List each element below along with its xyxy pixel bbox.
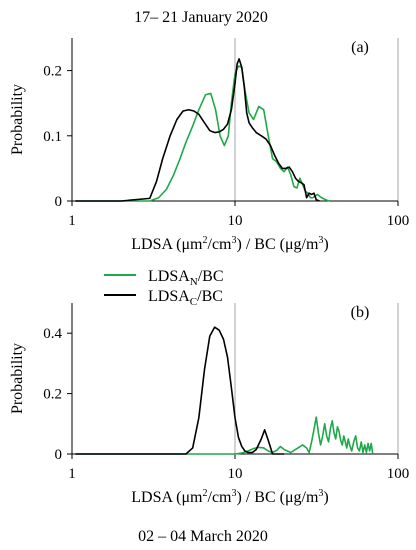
series-line-b-ldsa-n	[75, 416, 374, 455]
y-tick-label-a-2: 0.2	[43, 64, 62, 80]
y-tick-label-a-1: 0.1	[43, 129, 62, 145]
panel-a-chart: 0 0.1 0.2 1 10 100 Probability LDSA (μm2/cm3) /…	[9, 38, 409, 253]
x-axis-label-a: LDSA (μm2/cm3) / BC (μg/m3)	[131, 235, 329, 253]
x-tick-label-a-0: 1	[68, 213, 76, 229]
panel-b-chart: 0 0.2 0.4 1 10 100 Probability LDSA (μm2/cm3) /…	[9, 303, 409, 506]
y-tick-label-b-0: 0	[55, 447, 63, 463]
y-axis-label-b: Probability	[9, 343, 26, 414]
legend-label-ldsa-n: LDSAN/BC	[148, 268, 224, 288]
series-line-a-ldsa-c	[75, 58, 320, 202]
bottom-date-caption: 02 – 04 March 2020	[138, 528, 268, 545]
x-axis-label-b: LDSA (μm2/cm3) / BC (μg/m3)	[131, 488, 329, 506]
panel-label-a: (a)	[351, 39, 369, 56]
y-tick-label-a-0: 0	[55, 194, 63, 210]
series-line-b-ldsa-c	[75, 326, 285, 455]
x-tick-label-b-2: 100	[387, 466, 410, 482]
series-line-a-ldsa-n	[75, 65, 330, 202]
y-tick-label-b-2: 0.4	[43, 326, 62, 342]
x-tick-label-b-0: 1	[68, 466, 76, 482]
x-tick-label-b-1: 10	[228, 466, 243, 482]
top-date-caption: 17– 21 January 2020	[134, 9, 268, 26]
x-tick-label-a-1: 10	[228, 213, 243, 229]
y-tick-label-b-1: 0.2	[43, 387, 62, 403]
legend: LDSAN/BC LDSAC/BC	[104, 268, 224, 308]
legend-label-ldsa-c: LDSAC/BC	[148, 288, 223, 308]
panel-label-b: (b)	[351, 304, 370, 321]
y-axis-label-a: Probability	[9, 84, 26, 155]
x-tick-label-a-2: 100	[387, 213, 410, 229]
